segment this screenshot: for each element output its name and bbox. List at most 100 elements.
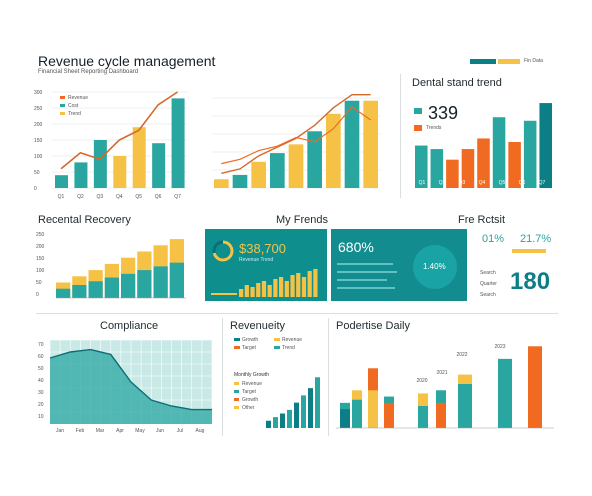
bar — [56, 288, 71, 298]
bar — [301, 395, 306, 428]
x-tick-label: Q6 — [155, 194, 162, 200]
x-tick-label: Feb — [76, 428, 85, 434]
daily-chart: 2020 2021 2022 2023 — [332, 332, 558, 436]
kpi-swatch-2 — [414, 125, 422, 131]
x-tick-label: Q5 — [135, 194, 142, 200]
y-tick-label: 50 — [38, 366, 44, 372]
bar — [74, 162, 88, 188]
y-tick-label: 100 — [34, 154, 43, 160]
frends-title: My Frends — [276, 214, 328, 226]
revenue-kpi-panel: $38,700 Revenue Trend — [205, 229, 327, 301]
bar — [152, 143, 166, 188]
area-line — [49, 348, 212, 411]
bar — [363, 100, 378, 188]
bar — [55, 175, 68, 188]
trend-line — [221, 94, 371, 174]
bar — [244, 285, 249, 297]
bar — [508, 142, 521, 188]
y-tick-label: 0 — [36, 292, 39, 298]
dental-bar-chart: Q1 Q2 Q3 Q4 Q5 Q6 Q7 — [410, 92, 556, 196]
bar — [418, 406, 428, 428]
x-tick-label: Q7 — [174, 194, 181, 200]
bar — [415, 145, 428, 188]
list-swatch — [234, 382, 239, 385]
x-tick-label: Q5 — [499, 180, 506, 186]
x-tick-label: Q2 — [77, 194, 84, 200]
bar — [93, 140, 107, 188]
bar — [430, 149, 444, 188]
legend-label: Trend — [282, 345, 295, 351]
header-legend-label: Fin Data — [524, 58, 543, 64]
bar — [153, 266, 168, 298]
bar-label: 2020 — [416, 378, 427, 384]
divider — [400, 74, 401, 198]
x-tick-label: Q3 — [97, 194, 104, 200]
bar — [251, 161, 266, 188]
list-label: Growth — [242, 397, 258, 403]
list-swatch — [234, 398, 239, 401]
bar — [279, 277, 284, 297]
bar — [232, 174, 248, 188]
y-tick-label: 60 — [38, 354, 44, 360]
dental-kpi-label: Trends — [426, 125, 442, 131]
revenue-trend-chart: 300 250 200 150 100 50 0 Q1 Q2 Q3 Q4 Q5 Q6 Q7 Revenue C… — [32, 84, 194, 202]
y-tick-label: 100 — [36, 268, 45, 274]
y-tick-label: 150 — [36, 256, 45, 262]
y-tick-label: 200 — [34, 122, 43, 128]
list-swatch — [234, 406, 239, 409]
bar — [266, 420, 271, 428]
rctsit-label-3: Search — [480, 292, 496, 298]
legend-swatch-teal — [470, 59, 496, 64]
bar — [294, 402, 299, 428]
y-tick-label: 50 — [34, 170, 40, 176]
bar — [461, 149, 475, 188]
progress-ring-icon — [212, 240, 234, 262]
bar — [113, 156, 127, 188]
bar — [492, 117, 506, 188]
bar-label: 2023 — [494, 344, 505, 350]
bar — [250, 287, 255, 297]
bar — [288, 144, 304, 188]
x-tick-label: Mar — [96, 428, 105, 434]
list-label: Other — [242, 405, 255, 411]
bar — [315, 377, 320, 428]
bar — [121, 273, 136, 298]
y-tick-label: 250 — [36, 232, 45, 238]
y-tick-label: 200 — [36, 244, 45, 250]
legend-swatch — [234, 338, 240, 341]
revenue-kpi-value: $38,700 — [239, 241, 286, 256]
rctsit-title: Fre Rctsit — [458, 214, 506, 226]
bar — [256, 283, 261, 297]
rctsit-big-number: 180 — [510, 268, 551, 295]
y-tick-label: 50 — [36, 280, 42, 286]
row-divider — [36, 313, 558, 314]
bar — [296, 273, 301, 297]
y-tick-label: 30 — [38, 390, 44, 396]
bar — [287, 409, 292, 428]
list-label: Revenue — [242, 381, 262, 387]
legend-swatch — [274, 338, 280, 341]
dental-trend-title: Dental stand trend — [412, 77, 502, 89]
legend-swatch — [60, 96, 65, 99]
bar — [340, 409, 350, 428]
bar — [458, 384, 472, 428]
bar — [284, 281, 289, 297]
x-tick-label: Jan — [56, 428, 64, 434]
y-tick-label: 20 — [38, 402, 44, 408]
legend-swatch — [60, 112, 65, 115]
bar — [498, 358, 512, 428]
revenueity-panel: Growth Revenue Target Trend Monthly Growth Re… — [228, 332, 326, 436]
divider — [328, 318, 329, 436]
bar — [307, 131, 322, 188]
bar — [261, 281, 267, 297]
x-tick-label: Q1 — [58, 194, 65, 200]
bar — [539, 103, 552, 188]
bar — [301, 277, 307, 297]
bar — [273, 279, 278, 297]
rctsit-value-2: 21.7% — [520, 233, 552, 245]
x-tick-label: Q7 — [539, 180, 546, 186]
legend-label: Cost — [68, 103, 79, 109]
bar — [137, 270, 152, 298]
legend-label: Growth — [242, 337, 258, 343]
bar — [104, 277, 119, 298]
